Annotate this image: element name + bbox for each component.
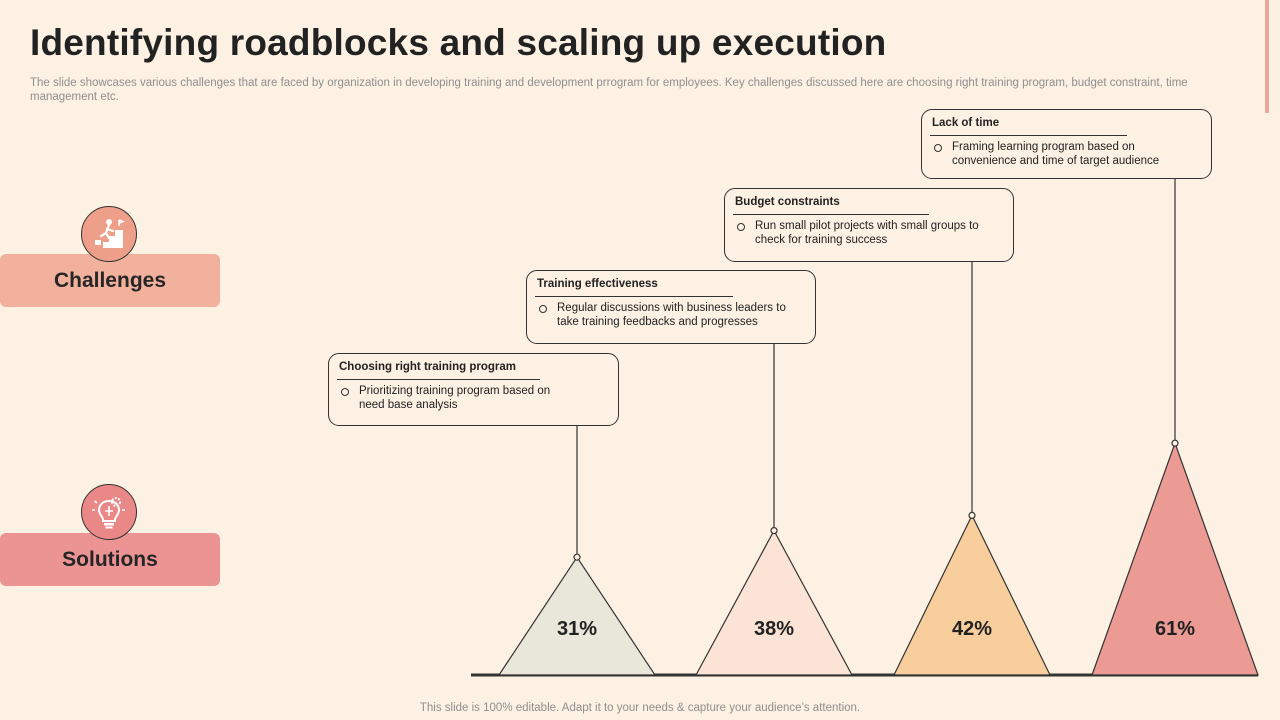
triangle-bar-1 (497, 556, 657, 676)
lightbulb-gear-icon (81, 484, 137, 540)
callout-choosing-right-training-program: Choosing right training program Prioriti… (328, 353, 619, 426)
percent-label-1: 31% (557, 618, 597, 640)
callout-heading: Choosing right training program (339, 361, 516, 373)
callout-heading: Budget constraints (735, 196, 840, 208)
callout-divider (930, 135, 1127, 136)
triangle-bar-4 (1091, 441, 1259, 676)
callout-divider (337, 379, 540, 380)
apex-dot-4 (1171, 439, 1179, 447)
solutions-label-text: Solutions (62, 547, 158, 571)
callout-item: Regular discussions with business leader… (537, 301, 803, 329)
page-subtitle: The slide showcases various challenges t… (30, 77, 1188, 103)
bullet-icon (934, 144, 942, 152)
callout-item: Framing learning program based on conven… (932, 140, 1199, 168)
person-climbing-stairs-icon (81, 206, 137, 262)
challenges-label: Challenges (0, 254, 220, 307)
apex-dot-1 (573, 553, 581, 561)
bullet-icon (737, 223, 745, 231)
callout-item: Prioritizing training program based on n… (339, 384, 606, 412)
callout-divider (535, 296, 733, 297)
apex-dot-2 (770, 526, 778, 535)
percent-label-2: 38% (754, 618, 794, 640)
callout-budget-constraints: Budget constraints Run small pilot proje… (724, 188, 1014, 262)
callout-heading: Lack of time (932, 117, 1000, 129)
challenges-label-text: Challenges (53, 268, 167, 292)
bullet-icon (341, 388, 349, 396)
callout-text: Framing learning program based on conven… (952, 141, 1160, 167)
solutions-label: Solutions (0, 533, 220, 586)
callout-item: Run small pilot projects with small grou… (735, 219, 1001, 247)
callout-divider (733, 214, 929, 215)
page-title: Identifying roadblocks and scaling up ex… (30, 22, 887, 63)
footer-note: This slide is 100% editable. Adapt it to… (419, 702, 861, 714)
callout-lack-of-time: Lack of time Framing learning program ba… (921, 109, 1212, 179)
right-accent-bar (1265, 0, 1269, 113)
percent-label-3: 42% (952, 618, 992, 640)
callout-text: Regular discussions with business leader… (557, 302, 786, 328)
callout-training-effectiveness: Training effectiveness Regular discussio… (526, 270, 816, 344)
bullet-icon (539, 305, 547, 313)
callout-heading: Training effectiveness (537, 278, 658, 290)
callout-text: Prioritizing training program based on n… (359, 385, 551, 411)
apex-dot-3 (968, 511, 976, 520)
triangle-bar-3 (893, 514, 1051, 676)
percent-label-4: 61% (1155, 618, 1195, 640)
callout-text: Run small pilot projects with small grou… (755, 220, 979, 246)
triangle-bar-2 (694, 529, 854, 676)
